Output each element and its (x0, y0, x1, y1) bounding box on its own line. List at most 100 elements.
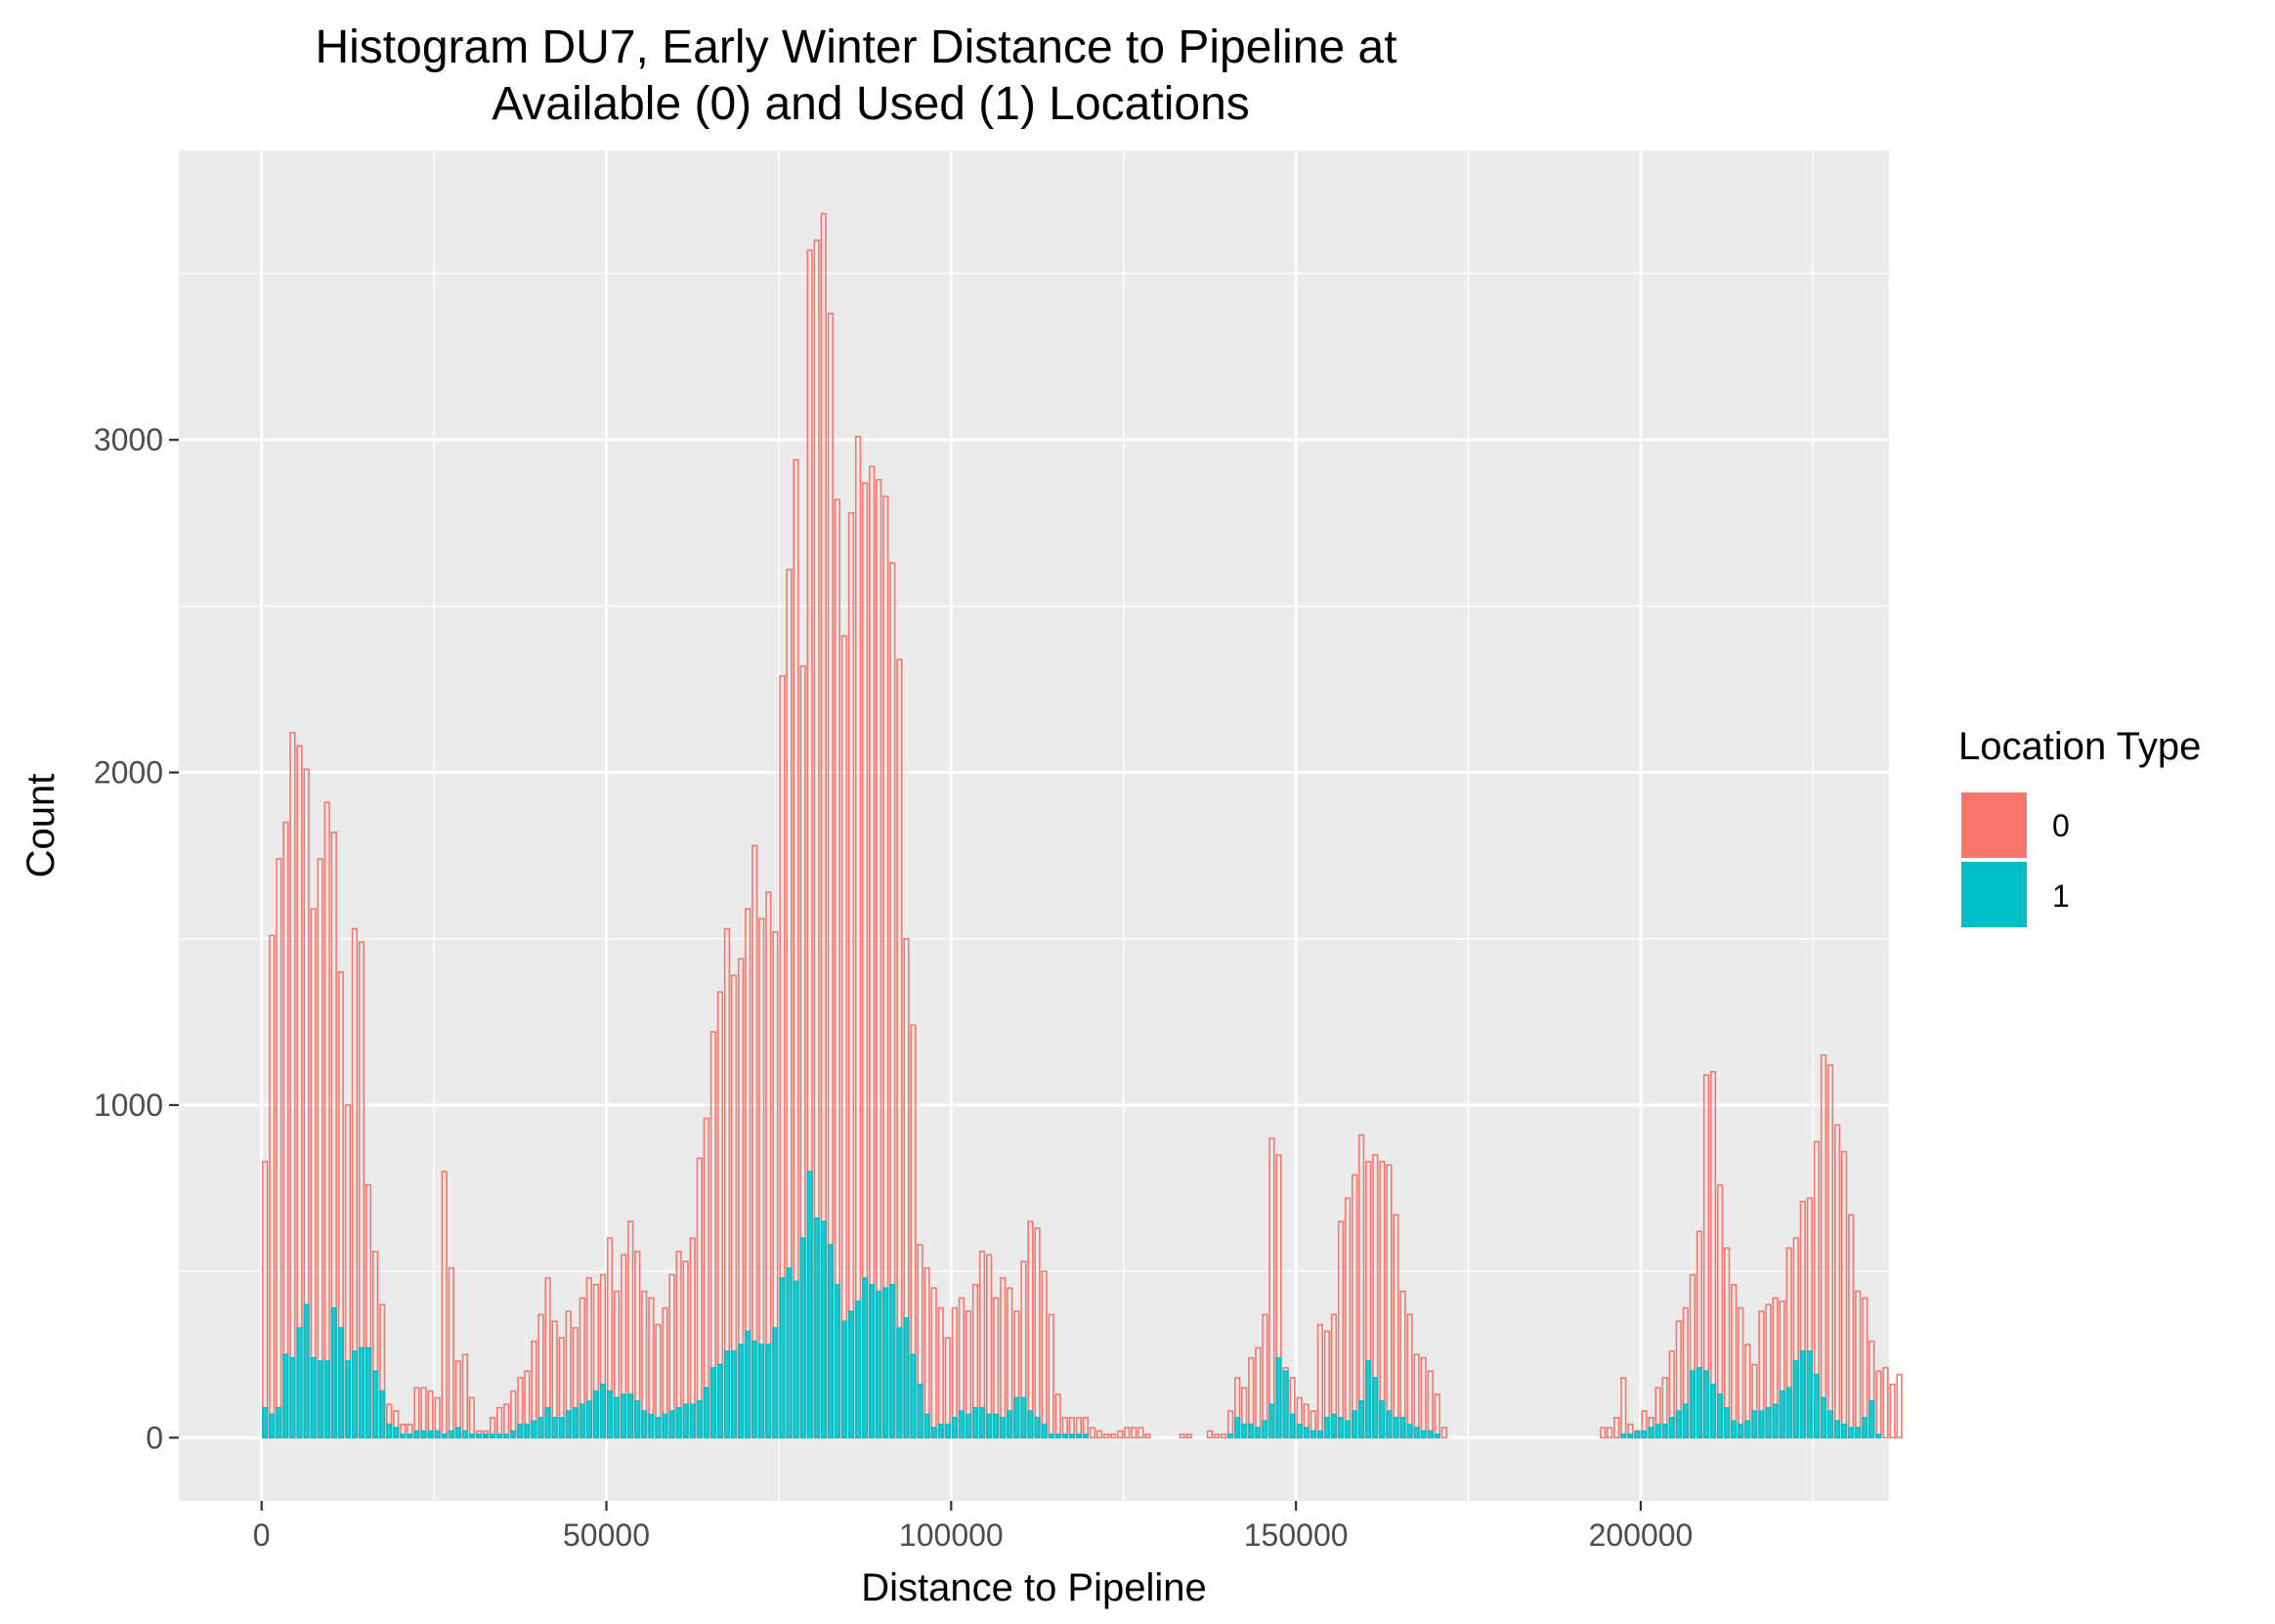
bar-series-1 (648, 1413, 655, 1439)
plot-panel (179, 150, 1889, 1501)
bar-series-1 (613, 1396, 621, 1439)
bar-series-1 (276, 1406, 282, 1439)
bar-series-1 (310, 1356, 317, 1439)
bar-series-1 (1048, 1433, 1054, 1439)
bar-series-1 (786, 1266, 793, 1439)
bar-series-1 (758, 1344, 765, 1439)
bar-series-1 (1841, 1423, 1848, 1439)
bar-series-1 (723, 1350, 731, 1439)
bar-series-1 (730, 1350, 738, 1439)
bar-series-1 (1337, 1417, 1345, 1439)
bar-series-1 (1744, 1420, 1751, 1439)
bar-series-1 (1020, 1396, 1027, 1439)
bar-series-1 (813, 1217, 820, 1439)
bar-series-1 (854, 1300, 862, 1439)
bar-series-1 (944, 1423, 951, 1439)
y-tick-label: 0 (146, 1420, 163, 1455)
bar-series-1 (689, 1403, 696, 1439)
bar-series-1 (1034, 1417, 1041, 1439)
bar-series-1 (468, 1433, 476, 1439)
bar-series-0 (1124, 1427, 1131, 1439)
bar-series-1 (427, 1430, 434, 1439)
bar-series-1 (1833, 1420, 1841, 1439)
y-tick-label: 3000 (94, 422, 163, 457)
bar-series-1 (558, 1417, 565, 1439)
bar-series-1 (565, 1410, 572, 1439)
bar-series-1 (262, 1406, 269, 1439)
bar-series-1 (1041, 1423, 1048, 1439)
y-axis-label: Count (20, 774, 63, 878)
bar-series-1 (627, 1393, 634, 1439)
y-tick-label: 2000 (94, 755, 163, 791)
bar-series-1 (834, 1283, 841, 1439)
bar-series-1 (1806, 1350, 1813, 1439)
bar-series-1 (303, 1303, 310, 1439)
grid-major (179, 150, 1889, 1501)
bar-series-1 (1075, 1433, 1083, 1439)
bar-series-1 (965, 1413, 972, 1439)
bar-series-1 (1241, 1423, 1248, 1439)
bar-series-1 (1309, 1430, 1316, 1439)
bar-series-1 (1654, 1423, 1661, 1439)
bar-series-1 (1054, 1433, 1061, 1439)
bar-series-1 (317, 1360, 323, 1439)
bar-series-1 (269, 1413, 276, 1439)
bar-series-1 (1620, 1433, 1627, 1439)
bar-series-1 (869, 1283, 876, 1439)
legend-label-0: 0 (2052, 808, 2070, 843)
bar-series-1 (1413, 1427, 1420, 1439)
bar-series-1 (1668, 1417, 1675, 1439)
bar-series-1 (847, 1310, 855, 1439)
bar-series-1 (985, 1413, 993, 1439)
bar-series-1 (1386, 1410, 1393, 1439)
bar-series-1 (1007, 1410, 1013, 1439)
bar-series-1 (1772, 1403, 1779, 1439)
bar-series-1 (606, 1389, 614, 1439)
bar-series-1 (579, 1403, 585, 1439)
bar-series-1 (1082, 1433, 1090, 1439)
bar-series-1 (1365, 1360, 1372, 1439)
bar-series-1 (344, 1360, 352, 1439)
bar-series-1 (910, 1353, 917, 1439)
bar-series-1 (1765, 1406, 1772, 1439)
bar-series-1 (585, 1400, 592, 1439)
bar-series-0 (1896, 1373, 1903, 1439)
bar-series-1 (1282, 1370, 1289, 1439)
bar-series-1 (1061, 1433, 1068, 1439)
bar-series-1 (1379, 1400, 1386, 1439)
bar-series-1 (1758, 1410, 1765, 1439)
bar-series-1 (958, 1410, 966, 1439)
bar-series-1 (827, 1244, 834, 1439)
bar-series-1 (1634, 1430, 1641, 1439)
bar-series-1 (799, 1237, 806, 1439)
bar-series-1 (668, 1410, 675, 1439)
bar-series-1 (495, 1433, 503, 1439)
bar-series-1 (1792, 1360, 1799, 1439)
bar-series-1 (1868, 1400, 1875, 1439)
bar-series-1 (889, 1283, 896, 1439)
bar-series-1 (675, 1406, 682, 1439)
bar-series-1 (358, 1346, 365, 1439)
bar-series-1 (510, 1430, 517, 1439)
bar-series-1 (917, 1384, 923, 1439)
bar-series-1 (1344, 1420, 1352, 1439)
x-axis-label: Distance to Pipeline (861, 1566, 1207, 1609)
bar-series-1 (1296, 1423, 1303, 1439)
bar-series-1 (1255, 1427, 1262, 1439)
bar-series-1 (537, 1417, 544, 1439)
bar-series-1 (1848, 1427, 1855, 1439)
bar-series-1 (641, 1410, 648, 1439)
bar-series-1 (1641, 1430, 1648, 1439)
bar-series-0 (1131, 1427, 1138, 1439)
bar-series-1 (1702, 1370, 1710, 1439)
bar-series-1 (1358, 1400, 1365, 1439)
bar-series-0 (1179, 1433, 1185, 1439)
bar-series-1 (806, 1171, 813, 1439)
bar-series-1 (371, 1370, 379, 1439)
bar-series-1 (434, 1430, 441, 1439)
bar-series-0 (1889, 1384, 1896, 1439)
bar-series-1 (1738, 1423, 1744, 1439)
bar-series-1 (1303, 1427, 1309, 1439)
legend-key-1 (1961, 862, 2027, 927)
